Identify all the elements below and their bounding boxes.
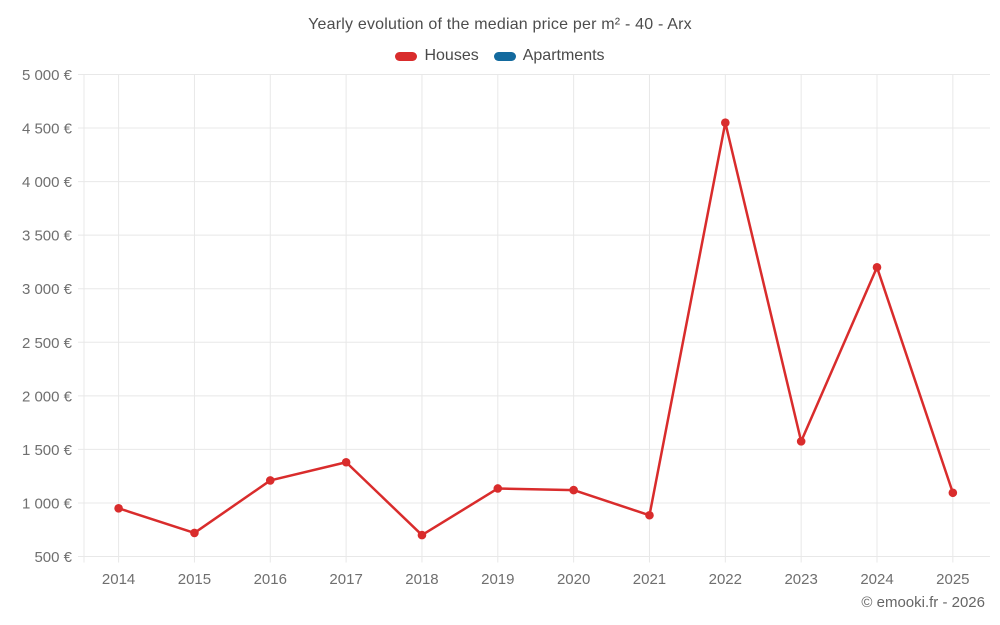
x-tick-label: 2016 (254, 571, 287, 588)
y-tick-label: 4 000 € (22, 174, 73, 191)
y-tick-label: 3 500 € (22, 228, 73, 245)
x-tick-label: 2022 (709, 571, 742, 588)
data-point-houses-2021[interactable] (645, 510, 654, 520)
x-tick-label: 2019 (481, 571, 514, 588)
data-point-houses-2024[interactable] (872, 263, 882, 272)
data-point-houses-2022[interactable] (721, 118, 730, 127)
legend-item-apartments[interactable]: Apartments (493, 47, 605, 65)
data-point-houses-2020[interactable] (569, 485, 578, 495)
x-tick-label: 2015 (178, 571, 211, 588)
x-tick-label: 2017 (329, 571, 362, 588)
data-point-houses-2016[interactable] (265, 476, 275, 485)
data-point-houses-2019[interactable] (493, 484, 503, 493)
legend-label: Houses (424, 47, 479, 64)
legend-item-houses[interactable]: Houses (395, 47, 479, 65)
legend-swatch-apartments (493, 51, 516, 61)
y-tick-label: 4 500 € (22, 121, 73, 138)
data-point-houses-2017[interactable] (341, 457, 351, 467)
data-point-houses-2023[interactable] (796, 437, 806, 446)
y-tick-label: 1 500 € (22, 442, 73, 459)
copyright: © emooki.fr - 2026 (861, 594, 985, 611)
y-tick-label: 3 000 € (22, 281, 73, 298)
chart-title: Yearly evolution of the median price per… (308, 16, 692, 33)
legend-label: Apartments (522, 47, 605, 64)
data-point-houses-2015[interactable] (190, 528, 199, 538)
x-tick-label: 2018 (405, 571, 438, 588)
y-tick-label: 500 € (34, 549, 72, 566)
data-point-houses-2014[interactable] (114, 504, 123, 513)
y-tick-label: 5 000 € (22, 67, 73, 84)
x-tick-label: 2020 (557, 571, 590, 588)
x-tick-label: 2014 (102, 571, 135, 588)
x-tick-label: 2024 (860, 571, 893, 588)
y-tick-label: 2 500 € (22, 335, 73, 352)
x-tick-label: 2023 (784, 571, 817, 588)
x-tick-label: 2021 (633, 571, 666, 588)
y-tick-label: 1 000 € (22, 495, 73, 512)
x-tick-label: 2025 (936, 571, 969, 588)
data-point-houses-2018[interactable] (417, 530, 427, 540)
y-tick-label: 2 000 € (22, 388, 73, 405)
legend-swatch-houses (395, 51, 418, 61)
legend: Houses Apartments (0, 46, 1000, 66)
data-point-houses-2025[interactable] (948, 488, 958, 498)
series-line-houses (117, 121, 955, 537)
